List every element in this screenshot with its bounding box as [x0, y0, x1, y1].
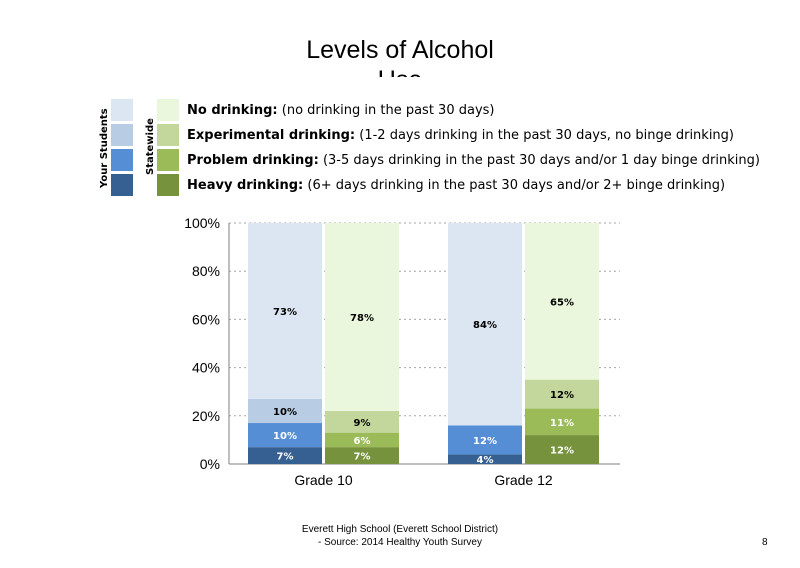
bar-segment — [525, 223, 599, 380]
chart-title: Levels of Alcohol Use — [0, 35, 800, 77]
legend-item-name: No drinking: — [187, 103, 278, 118]
data-label: 6% — [354, 436, 371, 447]
bar-segment — [525, 408, 599, 436]
bar-segment — [448, 223, 522, 426]
page-number: 8 — [762, 537, 768, 548]
legend-swatch-local-1 — [111, 124, 133, 146]
legend-item-no-drinking: No drinking: (no drinking in the past 30… — [187, 103, 494, 118]
legend-item-experimental-drinking: Experimental drinking: (1-2 days drinkin… — [187, 128, 734, 143]
data-label: 84% — [473, 320, 497, 331]
y-tick-label: 40% — [192, 360, 220, 376]
legend-item-problem-drinking: Problem drinking: (3-5 days drinking in … — [187, 153, 760, 168]
bar-segment — [248, 423, 322, 448]
x-category-label: Grade 10 — [294, 472, 353, 488]
footer-school: Everett High School (Everett School Dist… — [301, 524, 499, 535]
stacked-bar-chart: 0% 20% 40% 60% 80% 100% 7% 10% 10% 73% 7% 6% 9% 78% 4%… — [184, 215, 620, 488]
bar-segment — [448, 425, 522, 455]
footer: Everett High School (Everett School Dist… — [0, 523, 800, 549]
data-label: 7% — [354, 452, 371, 463]
data-label: 7% — [277, 452, 294, 463]
data-label: 12% — [473, 436, 497, 447]
legend-swatch-local-3 — [111, 174, 133, 196]
bar-segment — [325, 223, 399, 411]
bar-segment — [448, 454, 522, 464]
legend-swatch-state-0 — [157, 99, 179, 121]
data-label: 10% — [273, 431, 297, 442]
y-tick-label: 80% — [192, 263, 220, 279]
legend-swatch-local-0 — [111, 99, 133, 121]
bar-segment — [248, 398, 322, 424]
legend-item-desc: (1-2 days drinking in the past 30 days, … — [355, 128, 734, 143]
y-tick-label: 60% — [192, 311, 220, 327]
data-label: 10% — [273, 407, 297, 418]
bar-segment — [325, 432, 399, 448]
bar-segment — [325, 447, 399, 464]
data-label: 4% — [477, 455, 494, 466]
data-label: 78% — [350, 313, 374, 324]
data-label: 65% — [550, 297, 574, 308]
legend-item-desc: (3-5 days drinking in the past 30 days a… — [318, 153, 760, 168]
bar-segment — [248, 223, 322, 399]
y-tick-label: 20% — [192, 408, 220, 424]
legend-item-name: Heavy drinking: — [187, 178, 304, 193]
legend-swatch-state-2 — [157, 149, 179, 171]
legend-item-desc: (6+ days drinking in the past 30 days an… — [303, 178, 726, 193]
data-label: 12% — [550, 390, 574, 401]
bar-segment — [248, 447, 322, 464]
y-tick-label: 0% — [200, 456, 220, 472]
legend-swatch-local-2 — [111, 149, 133, 171]
legend-item-desc: (no drinking in the past 30 days) — [277, 103, 495, 118]
footer-source: - Source: 2014 Healthy Youth Survey — [318, 537, 482, 548]
data-label: 9% — [354, 418, 371, 429]
bar-segment — [325, 410, 399, 433]
bar-segment — [525, 435, 599, 464]
x-category-label: Grade 12 — [494, 472, 553, 488]
legend-item-name: Problem drinking: — [187, 153, 319, 168]
legend-swatch-state-1 — [157, 124, 179, 146]
y-tick-label: 100% — [184, 215, 220, 231]
legend-item-heavy-drinking: Heavy drinking: (6+ days drinking in the… — [187, 178, 725, 193]
chart-title-line2: Use — [0, 65, 800, 77]
data-label: 73% — [273, 307, 297, 318]
legend-swatch-state-3 — [157, 174, 179, 196]
chart-title-line1: Levels of Alcohol — [306, 36, 494, 64]
data-label: 11% — [550, 418, 574, 429]
data-label: 12% — [550, 446, 574, 457]
bar-segment — [525, 379, 599, 409]
legend-item-name: Experimental drinking: — [187, 128, 356, 143]
